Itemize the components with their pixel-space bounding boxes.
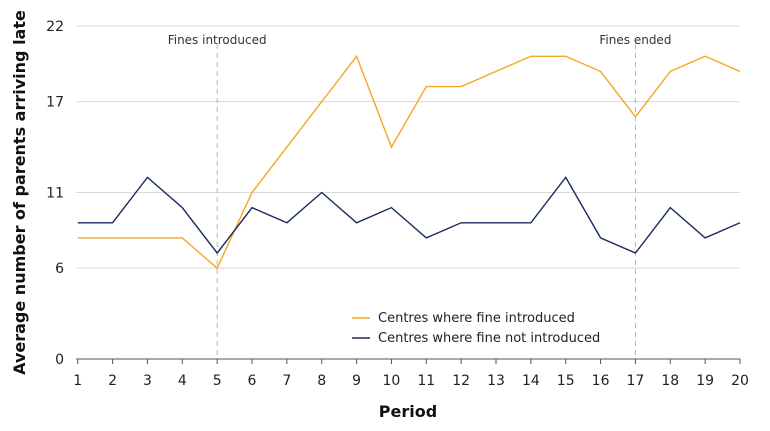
y-axis-title: Average number of parents arriving late	[10, 10, 29, 375]
x-tick-label: 8	[317, 373, 326, 389]
legend-label: Centres where fine not introduced	[378, 331, 600, 346]
x-tick-label: 7	[282, 373, 291, 389]
x-tick-label: 14	[522, 373, 540, 389]
x-tick-label: 1	[73, 373, 82, 389]
annotation-layer: Fines introduced Fines ended	[168, 33, 671, 359]
x-tick-label: 5	[213, 373, 222, 389]
annotation-label: Fines ended	[599, 33, 671, 47]
legend-label: Centres where fine introduced	[378, 311, 575, 326]
x-tick-label: 20	[731, 373, 749, 389]
legend: Centres where fine introduced Centres whe…	[352, 311, 600, 346]
x-tick-label: 12	[452, 373, 470, 389]
x-tick-label: 19	[696, 373, 714, 389]
x-tick-label: 3	[143, 373, 152, 389]
series-line-1	[77, 176, 741, 255]
annotation-label: Fines introduced	[168, 33, 267, 47]
x-tick-label: 9	[352, 373, 361, 389]
x-tick-label: 18	[661, 373, 679, 389]
y-tick-label: 6	[55, 261, 64, 277]
y-tick-label: 11	[46, 186, 64, 202]
y-tick-label: 17	[46, 95, 64, 111]
x-tick-label: 4	[178, 373, 187, 389]
x-tick-label: 10	[383, 373, 401, 389]
series-line-0	[77, 54, 741, 270]
x-tick-label: 2	[108, 373, 117, 389]
x-axis-title: Period	[379, 402, 437, 421]
x-tick-label: 17	[627, 373, 645, 389]
x-tick-label: 6	[248, 373, 257, 389]
series-layer	[77, 54, 741, 270]
x-tick-label: 13	[487, 373, 505, 389]
y-tick-label: 22	[46, 19, 64, 35]
x-tick-label: 16	[592, 373, 610, 389]
x-tick-label: 15	[557, 373, 575, 389]
x-tick-label: 11	[417, 373, 435, 389]
grid-lines	[76, 25, 740, 269]
y-tick-label: 0	[55, 352, 64, 368]
